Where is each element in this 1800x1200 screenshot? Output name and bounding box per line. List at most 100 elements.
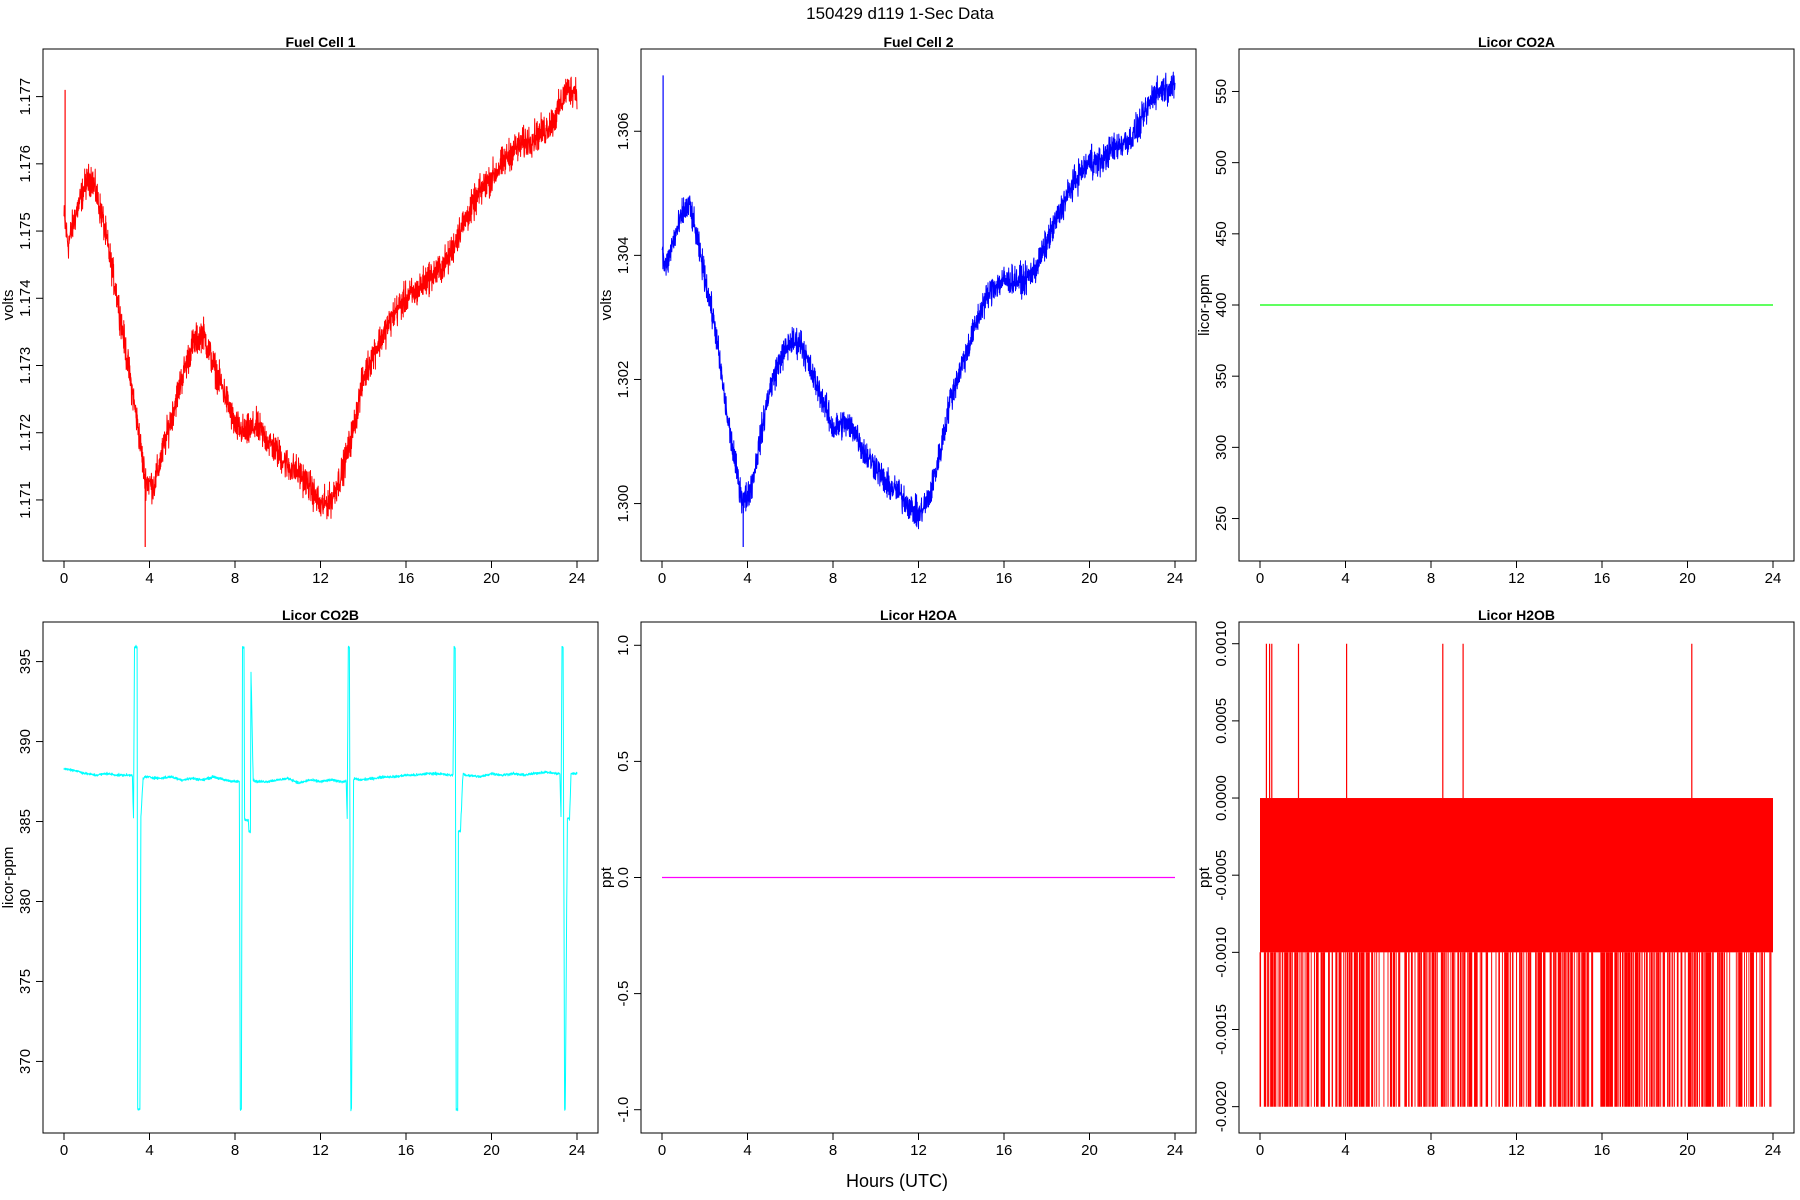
y-tick-label: 1.174 [17, 280, 34, 318]
x-tick-label: 0 [1256, 1142, 1264, 1159]
x-tick-label: 12 [910, 1142, 927, 1159]
y-tick-label: -0.0010 [1213, 927, 1230, 978]
y-tick-label: -0.0015 [1213, 1004, 1230, 1055]
y-tick-label: 380 [17, 889, 34, 914]
data-line [63, 76, 578, 520]
x-tick-label: 4 [743, 1142, 751, 1159]
chart-panel: Fuel Cell 2 0 4 8 12 16 20 24 1.300 1.302 1.304 1.3… [598, 34, 1197, 587]
y-tick-label: 385 [17, 809, 34, 834]
x-tick-label: 20 [1679, 1142, 1696, 1159]
x-tick-label: 20 [483, 570, 500, 587]
panel-title: Licor H2OA [880, 607, 957, 623]
x-tick-label: 20 [1081, 1142, 1098, 1159]
x-tick-label: 4 [1341, 570, 1349, 587]
y-tick-label: 1.173 [17, 347, 34, 385]
y-axis-label: volts [0, 290, 17, 321]
y-tick-label: 0.0010 [1213, 621, 1230, 667]
high-spikes [1265, 643, 1693, 798]
x-tick-label: 16 [1594, 570, 1611, 587]
y-axis-label: volts [598, 290, 615, 321]
y-tick-label: 250 [1213, 506, 1230, 531]
x-tick-label: 24 [569, 1142, 586, 1159]
y-tick-label: 0.0 [615, 867, 632, 888]
x-tick-label: 8 [1427, 1142, 1435, 1159]
data-spikes [662, 75, 1093, 547]
panel-title: Licor H2OB [1478, 607, 1555, 623]
x-axis-label: Hours (UTC) [846, 1171, 948, 1191]
y-tick-label: -1.0 [615, 1097, 632, 1123]
y-tick-label: -0.5 [615, 981, 632, 1007]
data-line [63, 644, 578, 1112]
x-tick-label: 16 [996, 570, 1013, 587]
y-tick-label: 1.171 [17, 481, 34, 519]
y-tick-label: 350 [1213, 364, 1230, 389]
y-tick-label: 395 [17, 649, 34, 674]
y-tick-label: 0.0005 [1213, 698, 1230, 744]
panel-title: Licor CO2B [282, 607, 359, 623]
panel-title: Fuel Cell 1 [285, 34, 355, 50]
x-tick-label: 8 [829, 1142, 837, 1159]
chart-panel: Licor CO2B 0 4 8 12 16 20 24 370 375 380 385 390 395 l… [0, 607, 599, 1159]
x-tick-label: 8 [231, 570, 239, 587]
x-tick-label: 0 [60, 1142, 68, 1159]
x-tick-label: 4 [743, 570, 751, 587]
x-tick-label: 24 [1765, 1142, 1782, 1159]
panel-title: Licor CO2A [1478, 34, 1555, 50]
x-tick-label: 12 [312, 1142, 329, 1159]
y-tick-label: 1.176 [17, 145, 34, 183]
x-tick-label: 24 [1765, 570, 1782, 587]
x-tick-label: 4 [145, 570, 153, 587]
y-tick-label: -0.0020 [1213, 1081, 1230, 1132]
y-tick-label: 300 [1213, 435, 1230, 460]
data-spikes [64, 89, 146, 547]
x-tick-label: 0 [60, 570, 68, 587]
y-tick-label: 390 [17, 729, 34, 754]
y-tick-label: 500 [1213, 150, 1230, 175]
y-tick-label: 1.302 [615, 361, 632, 399]
y-tick-label: 450 [1213, 221, 1230, 246]
plot-frame [42, 621, 599, 1134]
x-tick-label: 8 [231, 1142, 239, 1159]
x-tick-label: 8 [829, 570, 837, 587]
x-tick-label: 0 [658, 1142, 666, 1159]
y-tick-label: 0.0000 [1213, 775, 1230, 821]
x-tick-label: 16 [398, 1142, 415, 1159]
y-tick-label: 1.175 [17, 212, 34, 250]
chart-panel: Licor H2OB 0 4 8 12 16 20 24 -0.0020 -0.0015 -0.00… [1196, 607, 1795, 1159]
y-tick-label: 375 [17, 969, 34, 994]
y-tick-label: 1.0 [615, 635, 632, 656]
y-tick-label: 1.304 [615, 237, 632, 275]
x-tick-label: 24 [1167, 1142, 1184, 1159]
y-tick-label: 370 [17, 1049, 34, 1074]
y-tick-label: 550 [1213, 79, 1230, 104]
x-tick-label: 12 [910, 570, 927, 587]
y-tick-label: 1.177 [17, 78, 34, 116]
x-tick-label: 12 [312, 570, 329, 587]
data-line [661, 71, 1176, 530]
plot-frame [640, 48, 1197, 562]
x-tick-label: 12 [1508, 1142, 1525, 1159]
x-tick-label: 16 [1594, 1142, 1611, 1159]
chart-panel: Fuel Cell 1 0 4 8 12 16 20 24 1.171 1.172 1.173 1.1… [0, 34, 599, 587]
x-tick-label: 4 [145, 1142, 153, 1159]
data-band [1260, 798, 1773, 953]
y-tick-label: 0.5 [615, 751, 632, 772]
x-tick-label: 16 [398, 570, 415, 587]
x-tick-label: 20 [1081, 570, 1098, 587]
y-axis-label: ppt [1196, 866, 1213, 888]
x-tick-label: 16 [996, 1142, 1013, 1159]
y-tick-label: -0.0005 [1213, 850, 1230, 901]
y-axis-label: ppt [598, 866, 615, 888]
x-tick-label: 20 [1679, 570, 1696, 587]
x-tick-label: 20 [483, 1142, 500, 1159]
y-axis-label: licor-ppm [0, 847, 17, 909]
x-tick-label: 0 [1256, 570, 1264, 587]
x-tick-label: 0 [658, 570, 666, 587]
y-tick-label: 1.172 [17, 414, 34, 452]
x-tick-label: 4 [1341, 1142, 1349, 1159]
chart-panel: Licor CO2A 0 4 8 12 16 20 24 250 300 350 400 450 500 5… [1196, 34, 1795, 587]
x-tick-label: 12 [1508, 570, 1525, 587]
x-tick-label: 24 [569, 570, 586, 587]
y-tick-label: 1.306 [615, 112, 632, 150]
chart-panel: Licor H2OA 0 4 8 12 16 20 24 -1.0 -0.5 0.0 0.5 1.0 pp… [598, 607, 1197, 1159]
